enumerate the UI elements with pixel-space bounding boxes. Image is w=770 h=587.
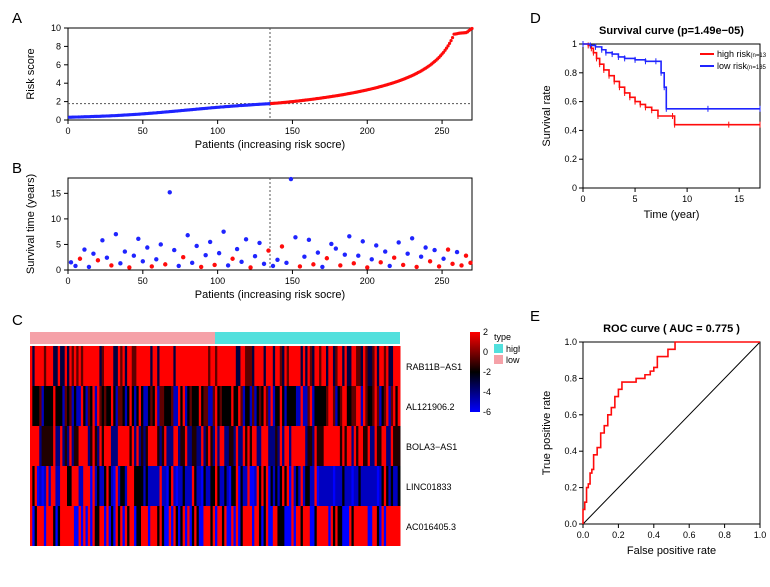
svg-text:0.2: 0.2 <box>564 483 577 493</box>
svg-text:0: 0 <box>483 347 488 357</box>
panel-a-plot: 0 50 100 150 200 250 0 2 4 6 8 10 Patients (increasi… <box>20 22 480 152</box>
svg-text:Patients (increasing risk socr: Patients (increasing risk socre) <box>195 139 345 151</box>
svg-text:False positive rate: False positive rate <box>627 545 716 557</box>
svg-text:0: 0 <box>65 126 70 136</box>
svg-text:150: 150 <box>285 126 300 136</box>
svg-text:Survival time (years): Survival time (years) <box>25 174 37 274</box>
svg-text:LINC01833: LINC01833 <box>406 482 452 492</box>
svg-text:6: 6 <box>56 60 61 70</box>
svg-text:2: 2 <box>56 97 61 107</box>
svg-text:AL121906.2: AL121906.2 <box>406 402 455 412</box>
svg-text:0.4: 0.4 <box>564 446 577 456</box>
svg-text:True positive rate: True positive rate <box>541 391 553 476</box>
svg-text:0: 0 <box>572 183 577 193</box>
svg-text:8: 8 <box>56 41 61 51</box>
svg-text:10: 10 <box>682 194 692 204</box>
svg-text:5: 5 <box>633 194 638 204</box>
panel-d-plot: Survival curve (p=1.49e−05) 0 5 10 15 0 0.2 0.4… <box>538 22 766 222</box>
svg-text:low: low <box>506 355 520 365</box>
svg-text:Survival curve (p=1.49e−05): Survival curve (p=1.49e−05) <box>599 25 744 37</box>
svg-text:10: 10 <box>51 214 61 224</box>
svg-text:50: 50 <box>138 126 148 136</box>
svg-text:-4: -4 <box>483 387 491 397</box>
svg-text:0: 0 <box>56 265 61 275</box>
svg-text:50: 50 <box>138 276 148 286</box>
svg-text:2: 2 <box>483 327 488 337</box>
svg-text:0.8: 0.8 <box>718 530 731 540</box>
svg-text:0.6: 0.6 <box>564 97 577 107</box>
svg-text:0: 0 <box>56 115 61 125</box>
svg-text:-2: -2 <box>483 367 491 377</box>
svg-text:type: type <box>494 332 511 342</box>
svg-text:100: 100 <box>210 126 225 136</box>
panel-e-plot: ROC curve ( AUC = 0.775 ) 0.0 0.2 0.4 0.6 0.8… <box>538 320 766 558</box>
svg-text:250: 250 <box>435 126 450 136</box>
svg-text:0.6: 0.6 <box>683 530 696 540</box>
svg-text:0.0: 0.0 <box>564 519 577 529</box>
svg-text:0.2: 0.2 <box>564 154 577 164</box>
svg-text:Time (year): Time (year) <box>644 209 700 221</box>
svg-text:5: 5 <box>56 239 61 249</box>
svg-text:0.8: 0.8 <box>564 68 577 78</box>
svg-text:0: 0 <box>65 276 70 286</box>
svg-text:1.0: 1.0 <box>754 530 766 540</box>
svg-text:200: 200 <box>360 126 375 136</box>
svg-text:4: 4 <box>56 78 61 88</box>
svg-text:15: 15 <box>51 188 61 198</box>
svg-text:15: 15 <box>734 194 744 204</box>
svg-text:150: 150 <box>285 276 300 286</box>
svg-text:Survival rate: Survival rate <box>541 85 553 146</box>
svg-text:AC016405.3: AC016405.3 <box>406 522 456 532</box>
svg-text:0: 0 <box>580 194 585 204</box>
svg-text:100: 100 <box>210 276 225 286</box>
svg-text:-6: -6 <box>483 407 491 417</box>
svg-text:0.6: 0.6 <box>564 410 577 420</box>
svg-text:0.4: 0.4 <box>564 125 577 135</box>
svg-text:250: 250 <box>435 276 450 286</box>
svg-text:BOLA3−AS1: BOLA3−AS1 <box>406 442 457 452</box>
panel-b-plot: 0 50 100 150 200 250 0 5 10 15 Patients (increasin… <box>20 172 480 302</box>
svg-text:high risk(n=135): high risk(n=135) <box>717 49 766 59</box>
svg-text:0.2: 0.2 <box>612 530 625 540</box>
svg-text:1.0: 1.0 <box>564 337 577 347</box>
svg-text:0.4: 0.4 <box>648 530 661 540</box>
svg-text:Risk score: Risk score <box>25 48 37 99</box>
svg-text:200: 200 <box>360 276 375 286</box>
svg-text:1: 1 <box>572 39 577 49</box>
svg-text:high: high <box>506 344 520 354</box>
svg-text:10: 10 <box>51 23 61 33</box>
svg-text:0.8: 0.8 <box>564 373 577 383</box>
svg-text:0.0: 0.0 <box>577 530 590 540</box>
panel-c-plot: RAB11B−AS1 AL121906.2 BOLA3−AS1 LINC01833 AC… <box>20 326 520 586</box>
svg-text:low risk(n=135): low risk(n=135) <box>717 61 766 71</box>
svg-text:ROC curve ( AUC = 0.775 ): ROC curve ( AUC = 0.775 ) <box>603 323 740 335</box>
svg-text:Patients (increasing risk socr: Patients (increasing risk socre) <box>195 289 345 301</box>
svg-text:RAB11B−AS1: RAB11B−AS1 <box>406 362 462 372</box>
